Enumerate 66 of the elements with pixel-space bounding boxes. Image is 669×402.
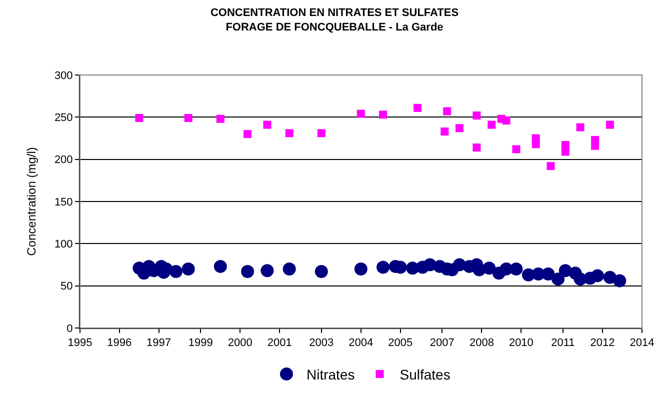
point [606, 120, 614, 129]
point [182, 262, 195, 276]
x-tick-label: 1996 [107, 337, 132, 350]
y-tick-label: 200 [54, 154, 73, 166]
x-tick-label: 2004 [348, 337, 374, 350]
point [576, 123, 584, 132]
point [282, 262, 296, 276]
point [314, 265, 328, 278]
point [354, 262, 368, 276]
point [455, 124, 464, 132]
point [440, 128, 449, 136]
y-tick-label: 0 [66, 322, 73, 335]
x-tick-label: 2005 [388, 337, 413, 350]
point [546, 162, 555, 170]
point [244, 130, 252, 138]
point [482, 262, 496, 275]
x-tick-label: 2000 [228, 337, 252, 350]
chart-subtitle: FORAGE DE FONCQUEBALLE - La Garde [226, 21, 444, 34]
point [472, 111, 481, 120]
point [488, 120, 496, 129]
y-tick-label: 250 [54, 112, 73, 124]
point [443, 107, 452, 116]
y-tick-label: 150 [54, 196, 73, 208]
x-tick-label: 2014 [630, 337, 654, 350]
point [184, 114, 192, 122]
point [169, 265, 182, 278]
point [613, 274, 626, 288]
x-tick-label: 2010 [508, 337, 534, 350]
point [414, 104, 422, 112]
point [216, 114, 224, 123]
point [591, 269, 604, 282]
x-tick-label: 2012 [590, 337, 615, 350]
x-tick-label: 2003 [309, 337, 334, 350]
y-tick-label: 50 [60, 280, 73, 293]
x-tick-label: 1999 [188, 337, 213, 350]
point [317, 129, 326, 138]
point [214, 260, 227, 273]
point [285, 129, 294, 138]
point [512, 145, 520, 154]
x-tick-label: 1995 [68, 337, 92, 350]
point [241, 265, 254, 278]
chart-title: CONCENTRATION EN NITRATES ET SULFATES [210, 7, 459, 20]
y-tick-label: 100 [54, 238, 73, 251]
x-tick-label: 1997 [146, 337, 172, 350]
legend-label: Nitrates [306, 366, 355, 382]
point [379, 110, 388, 119]
point [542, 268, 555, 281]
point [260, 264, 274, 278]
x-tick-label: 2007 [430, 337, 454, 350]
point [591, 142, 600, 150]
point [561, 148, 570, 156]
x-tick-label: 2011 [551, 337, 575, 350]
legend-label: Sulfates [400, 366, 450, 382]
point [472, 144, 481, 152]
x-tick-label: 2008 [470, 337, 494, 350]
point [356, 110, 365, 118]
point [502, 116, 510, 125]
point [263, 120, 272, 129]
point [376, 260, 390, 274]
point [135, 114, 144, 122]
point [510, 262, 523, 276]
x-tick-label: 2001 [267, 337, 292, 350]
point [552, 272, 565, 286]
y-tick-label: 300 [54, 70, 73, 82]
y-axis-title: Concentration (mg/l) [24, 147, 39, 256]
point [532, 140, 540, 148]
